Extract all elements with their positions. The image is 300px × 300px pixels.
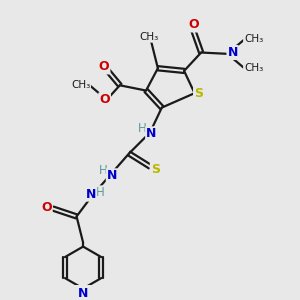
Text: O: O	[41, 201, 52, 214]
Text: N: N	[227, 46, 238, 59]
Text: N: N	[146, 127, 157, 140]
Text: CH₃: CH₃	[71, 80, 90, 90]
Text: CH₃: CH₃	[244, 34, 263, 44]
Text: O: O	[188, 19, 199, 32]
Text: N: N	[78, 287, 88, 300]
Text: S: S	[151, 163, 160, 176]
Text: S: S	[194, 87, 203, 100]
Text: CH₃: CH₃	[139, 32, 158, 42]
Text: O: O	[99, 61, 110, 74]
Text: H: H	[138, 122, 146, 135]
Text: N: N	[86, 188, 96, 201]
Text: O: O	[99, 93, 110, 106]
Text: CH₃: CH₃	[244, 63, 263, 73]
Text: H: H	[96, 186, 104, 199]
Text: H: H	[98, 164, 107, 177]
Text: N: N	[107, 169, 117, 182]
